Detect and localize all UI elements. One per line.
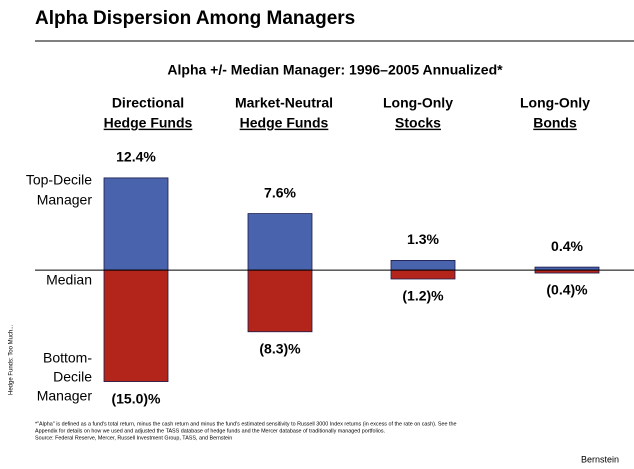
row-label: Top-Decile: [26, 172, 92, 188]
footnote: Appendix for details on how we used and …: [35, 428, 385, 434]
category-label: Stocks: [395, 115, 441, 131]
bar: [103, 269, 169, 382]
chart-subtitle: Alpha +/- Median Manager: 1996–2005 Annu…: [167, 62, 503, 78]
value-label: (8.3)%: [259, 340, 301, 356]
brand: Bernstein: [581, 454, 619, 464]
bar: [247, 213, 313, 271]
value-label: 12.4%: [116, 149, 156, 165]
category-label: Hedge Funds: [240, 115, 329, 131]
row-label: Median: [46, 272, 92, 288]
bar: [103, 177, 169, 271]
footnote: *"Alpha" is defined as a fund's total re…: [35, 421, 457, 427]
row-label: Manager: [37, 388, 93, 404]
value-label: 7.6%: [264, 184, 296, 200]
row-label: Decile: [53, 369, 92, 385]
value-label: (0.4)%: [546, 282, 588, 298]
category-label: Hedge Funds: [104, 115, 193, 131]
chart-title: Alpha Dispersion Among Managers: [35, 8, 355, 29]
row-label: Bottom-: [43, 350, 92, 366]
value-label: 0.4%: [551, 238, 583, 254]
value-label: (1.2)%: [402, 288, 444, 304]
category-label: Long-Only: [383, 95, 453, 111]
category-label: Long-Only: [520, 95, 590, 111]
footnote: Source: Federal Reserve, Mercer, Russell…: [35, 435, 232, 441]
category-label: Directional: [112, 95, 184, 111]
bar: [390, 260, 456, 271]
value-label: (15.0)%: [111, 390, 161, 406]
bar: [390, 269, 456, 280]
category-label: Market-Neutral: [235, 95, 333, 111]
value-label: 1.3%: [407, 231, 439, 247]
bar: [247, 269, 313, 333]
row-label: Manager: [37, 192, 93, 208]
category-label: Bonds: [533, 115, 577, 131]
side-note: Hedge Funds: Too Much...: [9, 324, 15, 395]
